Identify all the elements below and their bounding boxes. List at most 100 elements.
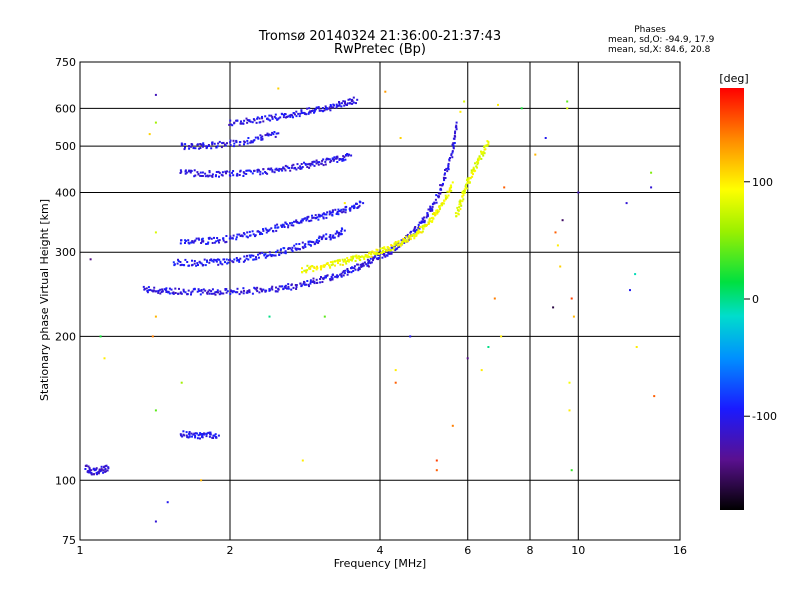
echo-point: [93, 473, 96, 476]
echo-point: [241, 235, 244, 238]
echo-point: [231, 291, 234, 294]
echo-point: [188, 264, 190, 267]
echo-point: [222, 141, 225, 144]
echo-point: [302, 247, 305, 250]
echo-point: [230, 290, 233, 293]
colorbar-tick-label: -100: [752, 410, 777, 423]
echo-point: [100, 465, 103, 468]
echo-point: [147, 286, 150, 289]
echo-point: [381, 251, 383, 254]
echo-point: [174, 287, 177, 290]
echo-point: [467, 178, 470, 181]
echo-point: [288, 114, 291, 117]
echo-point: [276, 223, 279, 226]
echo-point: [184, 146, 186, 149]
echo-point: [200, 262, 203, 265]
echo-point: [480, 152, 483, 155]
echo-point: [448, 189, 451, 192]
echo-point: [177, 258, 179, 261]
echo-point: [308, 267, 311, 270]
echo-point: [383, 254, 386, 257]
echo-point: [267, 254, 270, 257]
echo-point: [190, 293, 192, 296]
echo-point: [202, 240, 205, 243]
echo-point: [429, 210, 432, 212]
echo-point: [184, 291, 187, 294]
echo-point: [232, 139, 235, 142]
echo-point: [338, 102, 341, 105]
echo-point: [215, 291, 218, 293]
echo-point: [256, 116, 259, 119]
echo-point: [194, 436, 197, 439]
echo-point: [388, 252, 391, 255]
echo-point: [172, 292, 175, 295]
echo-point: [199, 433, 201, 436]
echo-point: [350, 271, 353, 274]
echo-point: [301, 218, 304, 221]
echo-point: [255, 288, 258, 291]
echo-point: [185, 431, 188, 434]
echo-point: [402, 240, 405, 242]
echo-point: [194, 239, 197, 242]
echo-point: [445, 195, 448, 198]
echo-point: [344, 103, 347, 106]
echo-point: [256, 286, 259, 289]
echo-point: [173, 264, 176, 267]
echo-point: [225, 291, 228, 294]
echo-point: [276, 168, 279, 171]
echo-point: [239, 170, 242, 173]
echo-point: [331, 263, 334, 266]
echo-point: [240, 120, 242, 123]
echo-point: [189, 171, 192, 174]
echo-point: [359, 259, 362, 262]
echo-point: [261, 233, 264, 235]
echo-point: [184, 258, 187, 261]
echo-point: [287, 283, 290, 286]
echo-point: [206, 259, 208, 262]
echo-point: [570, 469, 573, 472]
echo-point: [442, 176, 445, 179]
echo-point: [457, 209, 460, 212]
echo-point: [361, 265, 364, 268]
echo-point: [216, 289, 219, 292]
echo-point: [261, 135, 264, 138]
echo-point: [459, 208, 462, 211]
echo-point: [331, 158, 334, 160]
echo-point: [353, 204, 356, 207]
echo-point: [197, 237, 200, 240]
echo-point: [351, 259, 353, 262]
echo-point: [233, 258, 236, 261]
echo-point: [92, 468, 95, 471]
echo-point: [572, 315, 575, 318]
echo-point: [321, 159, 324, 162]
echo-point: [520, 107, 523, 110]
echo-point: [320, 266, 323, 269]
echo-point: [431, 213, 434, 215]
echo-point: [410, 230, 412, 233]
echo-point: [261, 115, 263, 118]
echo-point: [383, 252, 386, 255]
echo-point: [195, 264, 198, 267]
echo-point: [227, 261, 230, 264]
echo-point: [289, 222, 291, 225]
echo-point: [315, 278, 318, 281]
echo-point: [293, 244, 296, 247]
echo-point: [263, 254, 266, 257]
echo-point: [345, 262, 348, 265]
echo-point: [255, 258, 258, 261]
echo-point: [102, 471, 105, 474]
echo-point: [199, 432, 202, 435]
echo-point: [324, 213, 326, 216]
echo-point: [211, 141, 214, 144]
echo-point: [157, 290, 160, 293]
echo-point: [425, 224, 428, 226]
echo-point: [635, 346, 638, 348]
echo-point: [180, 263, 183, 266]
echo-point: [295, 115, 298, 118]
echo-point: [340, 102, 343, 105]
echo-point: [348, 153, 350, 156]
echo-point: [466, 182, 469, 185]
echo-point: [258, 230, 261, 233]
echo-point: [354, 255, 357, 258]
echo-point: [317, 213, 320, 216]
